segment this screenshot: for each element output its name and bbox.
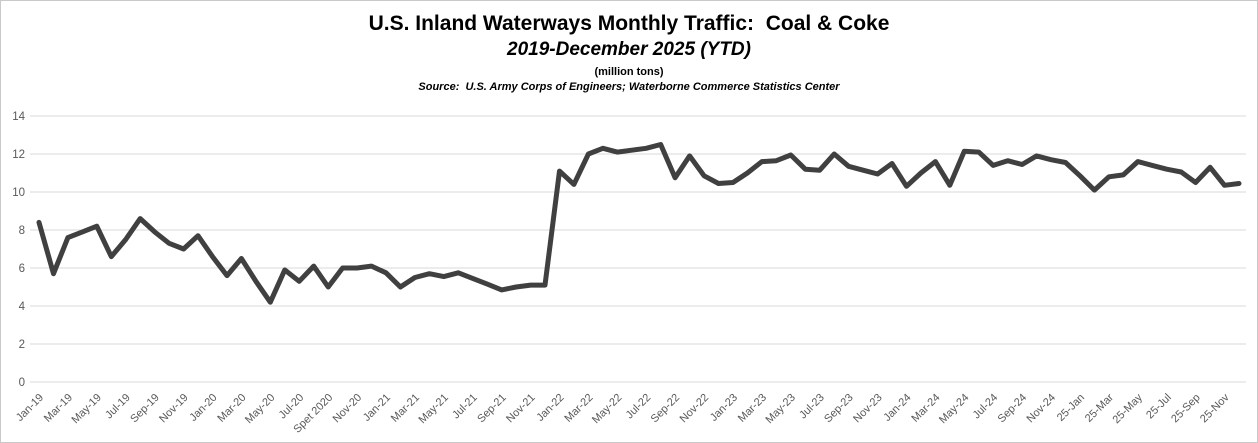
gridlines-group — [30, 115, 1246, 383]
x-axis-tick-label: Mar-22 — [562, 392, 595, 425]
x-axis-tick-label: Nov-22 — [678, 392, 712, 426]
x-axis-tick-label: Mar-23 — [736, 392, 769, 425]
x-axis-tick-label: Jan-20 — [187, 392, 219, 424]
x-axis-tick-label: Jan-22 — [534, 392, 566, 424]
y-axis-tick-label: 14 — [12, 111, 25, 123]
y-axis-tick-label: 12 — [12, 149, 25, 161]
x-axis-tick-label: May-24 — [937, 392, 971, 426]
x-axis-tick-label: 25-Mar — [1083, 391, 1116, 424]
traffic-line — [36, 142, 1242, 305]
x-axis-tick-label: Sep-24 — [996, 392, 1030, 426]
y-axis-labels-group: 0 2 4 6 8 10 12 14 — [12, 111, 25, 389]
x-axis-tick-label: 25-Jan — [1055, 392, 1087, 424]
x-axis-tick-label: May-19 — [69, 392, 103, 426]
x-axis-tick-label: Mar-21 — [389, 392, 422, 425]
x-axis-tick-label: Nov-23 — [851, 392, 885, 426]
x-axis-tick-label: Sep-21 — [475, 392, 509, 426]
x-axis-tick-label: 25-Nov — [1198, 391, 1232, 425]
x-axis-tick-label: Nov-20 — [331, 392, 365, 426]
x-axis-tick-label: May-21 — [416, 392, 450, 426]
x-axis-tick-label: 25-May — [1110, 391, 1145, 426]
x-axis-tick-label: May-22 — [590, 392, 624, 426]
x-axis-tick-label: Jan-23 — [708, 392, 740, 424]
x-axis-tick-label: Nov-24 — [1025, 392, 1059, 426]
x-axis-tick-label: Sep-19 — [128, 392, 162, 426]
x-axis-tick-label: Jan-21 — [361, 392, 393, 424]
x-axis-tick-label: May-23 — [763, 392, 797, 426]
x-axis-tick-label: Nov-19 — [157, 392, 191, 426]
x-axis-tick-label: Mar-20 — [215, 392, 248, 425]
y-axis-tick-label: 6 — [19, 263, 25, 275]
x-axis-tick-label: Mar-19 — [42, 392, 75, 425]
x-axis-tick-label: Sep-23 — [822, 392, 856, 426]
y-axis-tick-label: 2 — [19, 339, 25, 351]
x-axis-tick-label: Sep-22 — [649, 392, 683, 426]
x-axis-tick-label: May-20 — [243, 392, 277, 426]
y-axis-tick-label: 0 — [19, 377, 25, 389]
y-axis-tick-label: 8 — [19, 225, 25, 237]
x-axis-tick-label: 25-Sep — [1169, 392, 1203, 426]
y-axis-tick-label: 10 — [12, 187, 25, 199]
x-axis-tick-label: Jan-24 — [881, 392, 913, 424]
y-axis-tick-label: 4 — [19, 301, 26, 313]
x-axis-tick-label: Mar-24 — [909, 392, 942, 425]
x-axis-tick-label: Nov-21 — [504, 392, 538, 426]
series-group — [36, 142, 1242, 305]
x-axis-tick-label: Jan-19 — [14, 392, 46, 424]
